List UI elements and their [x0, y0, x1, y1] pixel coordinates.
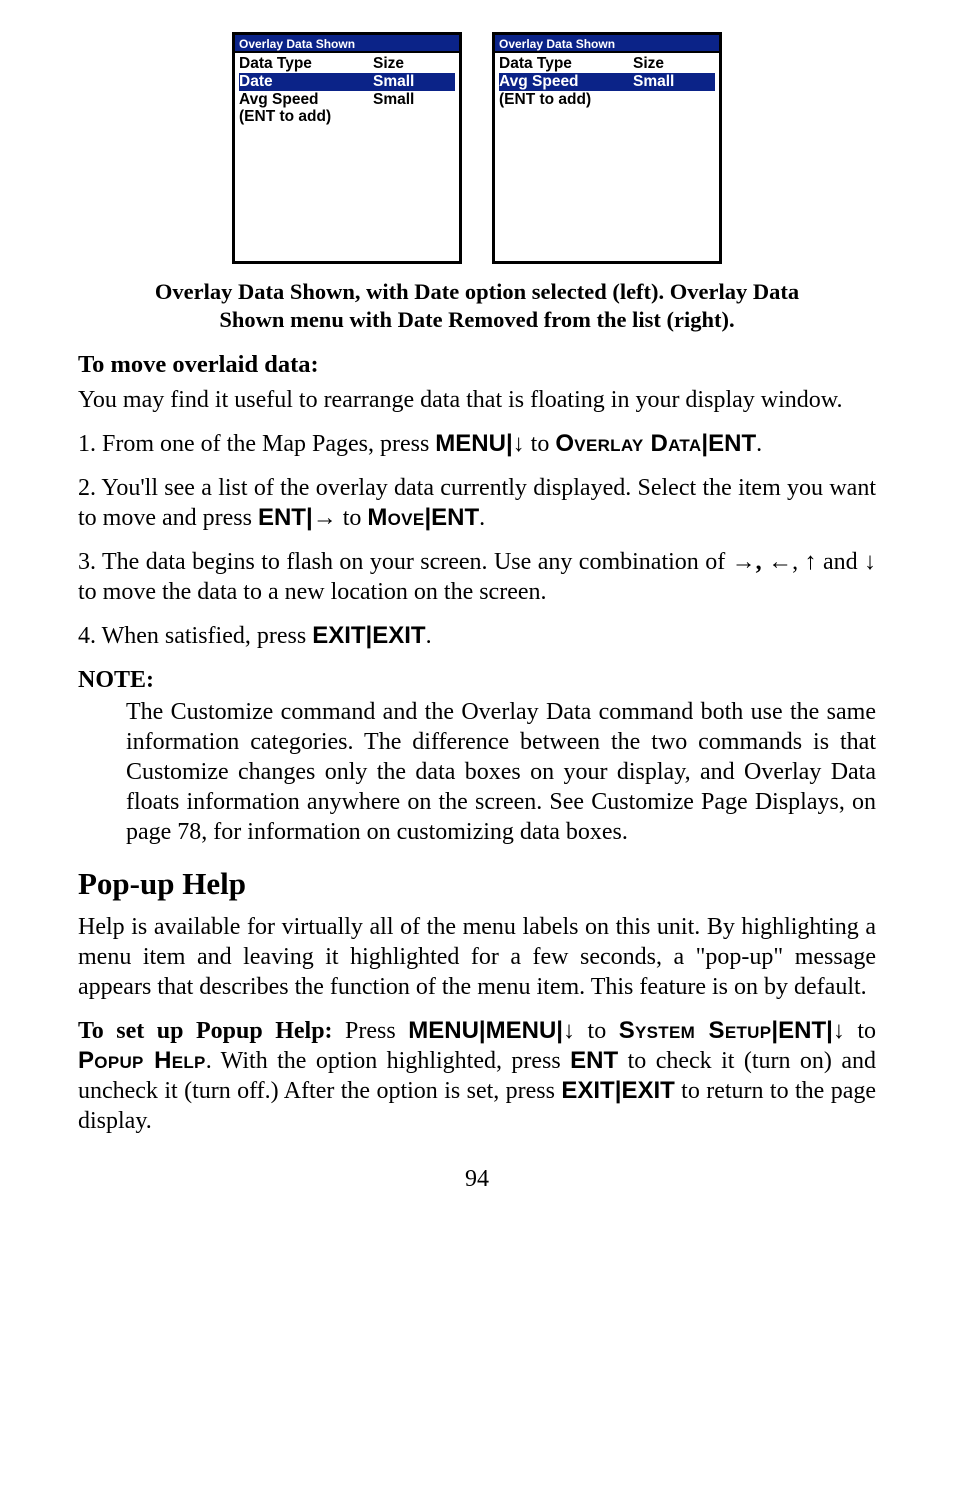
arrow-right-icon: → — [732, 548, 756, 575]
arrow-down-icon: ↓ — [833, 1017, 845, 1044]
step-2: 2. You'll see a list of the overlay data… — [78, 473, 876, 533]
comma: , — [756, 549, 762, 575]
popup-para: Help is available for virtually all of t… — [78, 912, 876, 1002]
dot: . — [479, 505, 485, 531]
panel-row[interactable]: Avg Speed Small — [239, 91, 455, 109]
cell: Avg Speed — [239, 91, 373, 109]
arrow-down-icon: ↓ — [513, 430, 525, 457]
pipe: | — [826, 1017, 833, 1044]
text: to — [525, 431, 556, 457]
move-intro: You may find it useful to rearrange data… — [78, 385, 876, 415]
label-move: Move — [367, 504, 424, 531]
text: 1. From one of the Map Pages, press — [78, 431, 435, 457]
overlay-left-panel: Overlay Data Shown Data Type Size Date S… — [232, 32, 462, 264]
step-1: 1. From one of the Map Pages, press MENU… — [78, 429, 876, 459]
step-4: 4. When satisfied, press EXIT|EXIT. — [78, 621, 876, 651]
pipe: | — [556, 1017, 563, 1044]
cell: (ENT to add) — [499, 91, 633, 109]
panel-header-row: Data Type Size — [499, 55, 715, 73]
text: 3. The data begins to flash on your scre… — [78, 549, 732, 575]
text: Press — [333, 1018, 409, 1044]
panel-row[interactable]: (ENT to add) — [499, 91, 715, 109]
key-menu: MENU — [408, 1017, 479, 1044]
panel-title: Overlay Data Shown — [235, 35, 459, 53]
panel-body: Data Type Size Date Small Avg Speed Smal… — [235, 53, 459, 261]
step-3: 3. The data begins to flash on your scre… — [78, 547, 876, 607]
panel-row-selected[interactable]: Avg Speed Small — [499, 73, 715, 91]
text: and — [817, 549, 865, 575]
cell: (ENT to add) — [239, 108, 373, 126]
figure-row: Overlay Data Shown Data Type Size Date S… — [78, 32, 876, 264]
overlay-right-panel: Overlay Data Shown Data Type Size Avg Sp… — [492, 32, 722, 264]
col-header: Size — [633, 55, 715, 73]
text: to — [337, 505, 368, 531]
popup-heading: Pop-up Help — [78, 865, 876, 904]
key-ent: ENT — [570, 1047, 618, 1074]
col-header: Data Type — [499, 55, 633, 73]
caption-line: Overlay Data Shown, with Date option sel… — [155, 279, 799, 304]
note-body: The Customize command and the Overlay Da… — [126, 697, 876, 847]
caption-line: Shown menu with Date Removed from the li… — [219, 307, 734, 332]
key-exit: EXIT — [621, 1077, 674, 1104]
text: to move the data to a new location on th… — [78, 579, 547, 605]
key-ent: ENT — [431, 504, 479, 531]
label-popup-help: Popup Help — [78, 1047, 206, 1074]
key-ent: ENT — [708, 430, 756, 457]
cell: Date — [239, 73, 373, 91]
pipe: | — [306, 504, 313, 531]
page-number: 94 — [78, 1164, 876, 1194]
dot: . — [426, 623, 432, 649]
panel-title: Overlay Data Shown — [495, 35, 719, 53]
panel-header-row: Data Type Size — [239, 55, 455, 73]
cell — [373, 108, 455, 126]
figure-caption: Overlay Data Shown, with Date option sel… — [78, 278, 876, 334]
key-ent: ENT — [258, 504, 306, 531]
lead: To set up Popup Help: — [78, 1018, 333, 1044]
arrow-down-icon: ↓ — [864, 548, 876, 575]
key-exit: EXIT — [312, 622, 365, 649]
panel-row[interactable]: (ENT to add) — [239, 108, 455, 126]
text: . With the option highlighted, press — [206, 1048, 570, 1074]
key-exit: EXIT — [561, 1077, 614, 1104]
popup-setup: To set up Popup Help: Press MENU|MENU|↓ … — [78, 1016, 876, 1136]
panel-body: Data Type Size Avg Speed Small (ENT to a… — [495, 53, 719, 261]
label-overlay-data: Overlay Data — [555, 430, 701, 457]
cell: Small — [633, 73, 715, 91]
arrow-up-icon: ↑ — [805, 548, 817, 575]
text: 4. When satisfied, press — [78, 623, 312, 649]
move-heading: To move overlaid data: — [78, 350, 876, 381]
arrow-left-icon: ← — [768, 548, 792, 575]
key-menu: MENU — [435, 430, 506, 457]
pipe: | — [506, 430, 513, 457]
cell: Small — [373, 73, 455, 91]
dot: . — [756, 431, 762, 457]
arrow-down-icon: ↓ — [563, 1017, 575, 1044]
arrow-right-icon: → — [313, 504, 337, 531]
key-ent: ENT — [778, 1017, 826, 1044]
col-header: Data Type — [239, 55, 373, 73]
cell: Avg Speed — [499, 73, 633, 91]
col-header: Size — [373, 55, 455, 73]
text: to — [845, 1018, 876, 1044]
key-menu: MENU — [486, 1017, 557, 1044]
label-system-setup: System Setup — [619, 1017, 772, 1044]
cell: Small — [373, 91, 455, 109]
key-exit: EXIT — [372, 622, 425, 649]
text: to — [575, 1018, 619, 1044]
panel-row-selected[interactable]: Date Small — [239, 73, 455, 91]
comma: , — [792, 549, 804, 575]
pipe: | — [479, 1017, 486, 1044]
note-heading: NOTE: — [78, 665, 876, 695]
cell — [633, 91, 715, 109]
